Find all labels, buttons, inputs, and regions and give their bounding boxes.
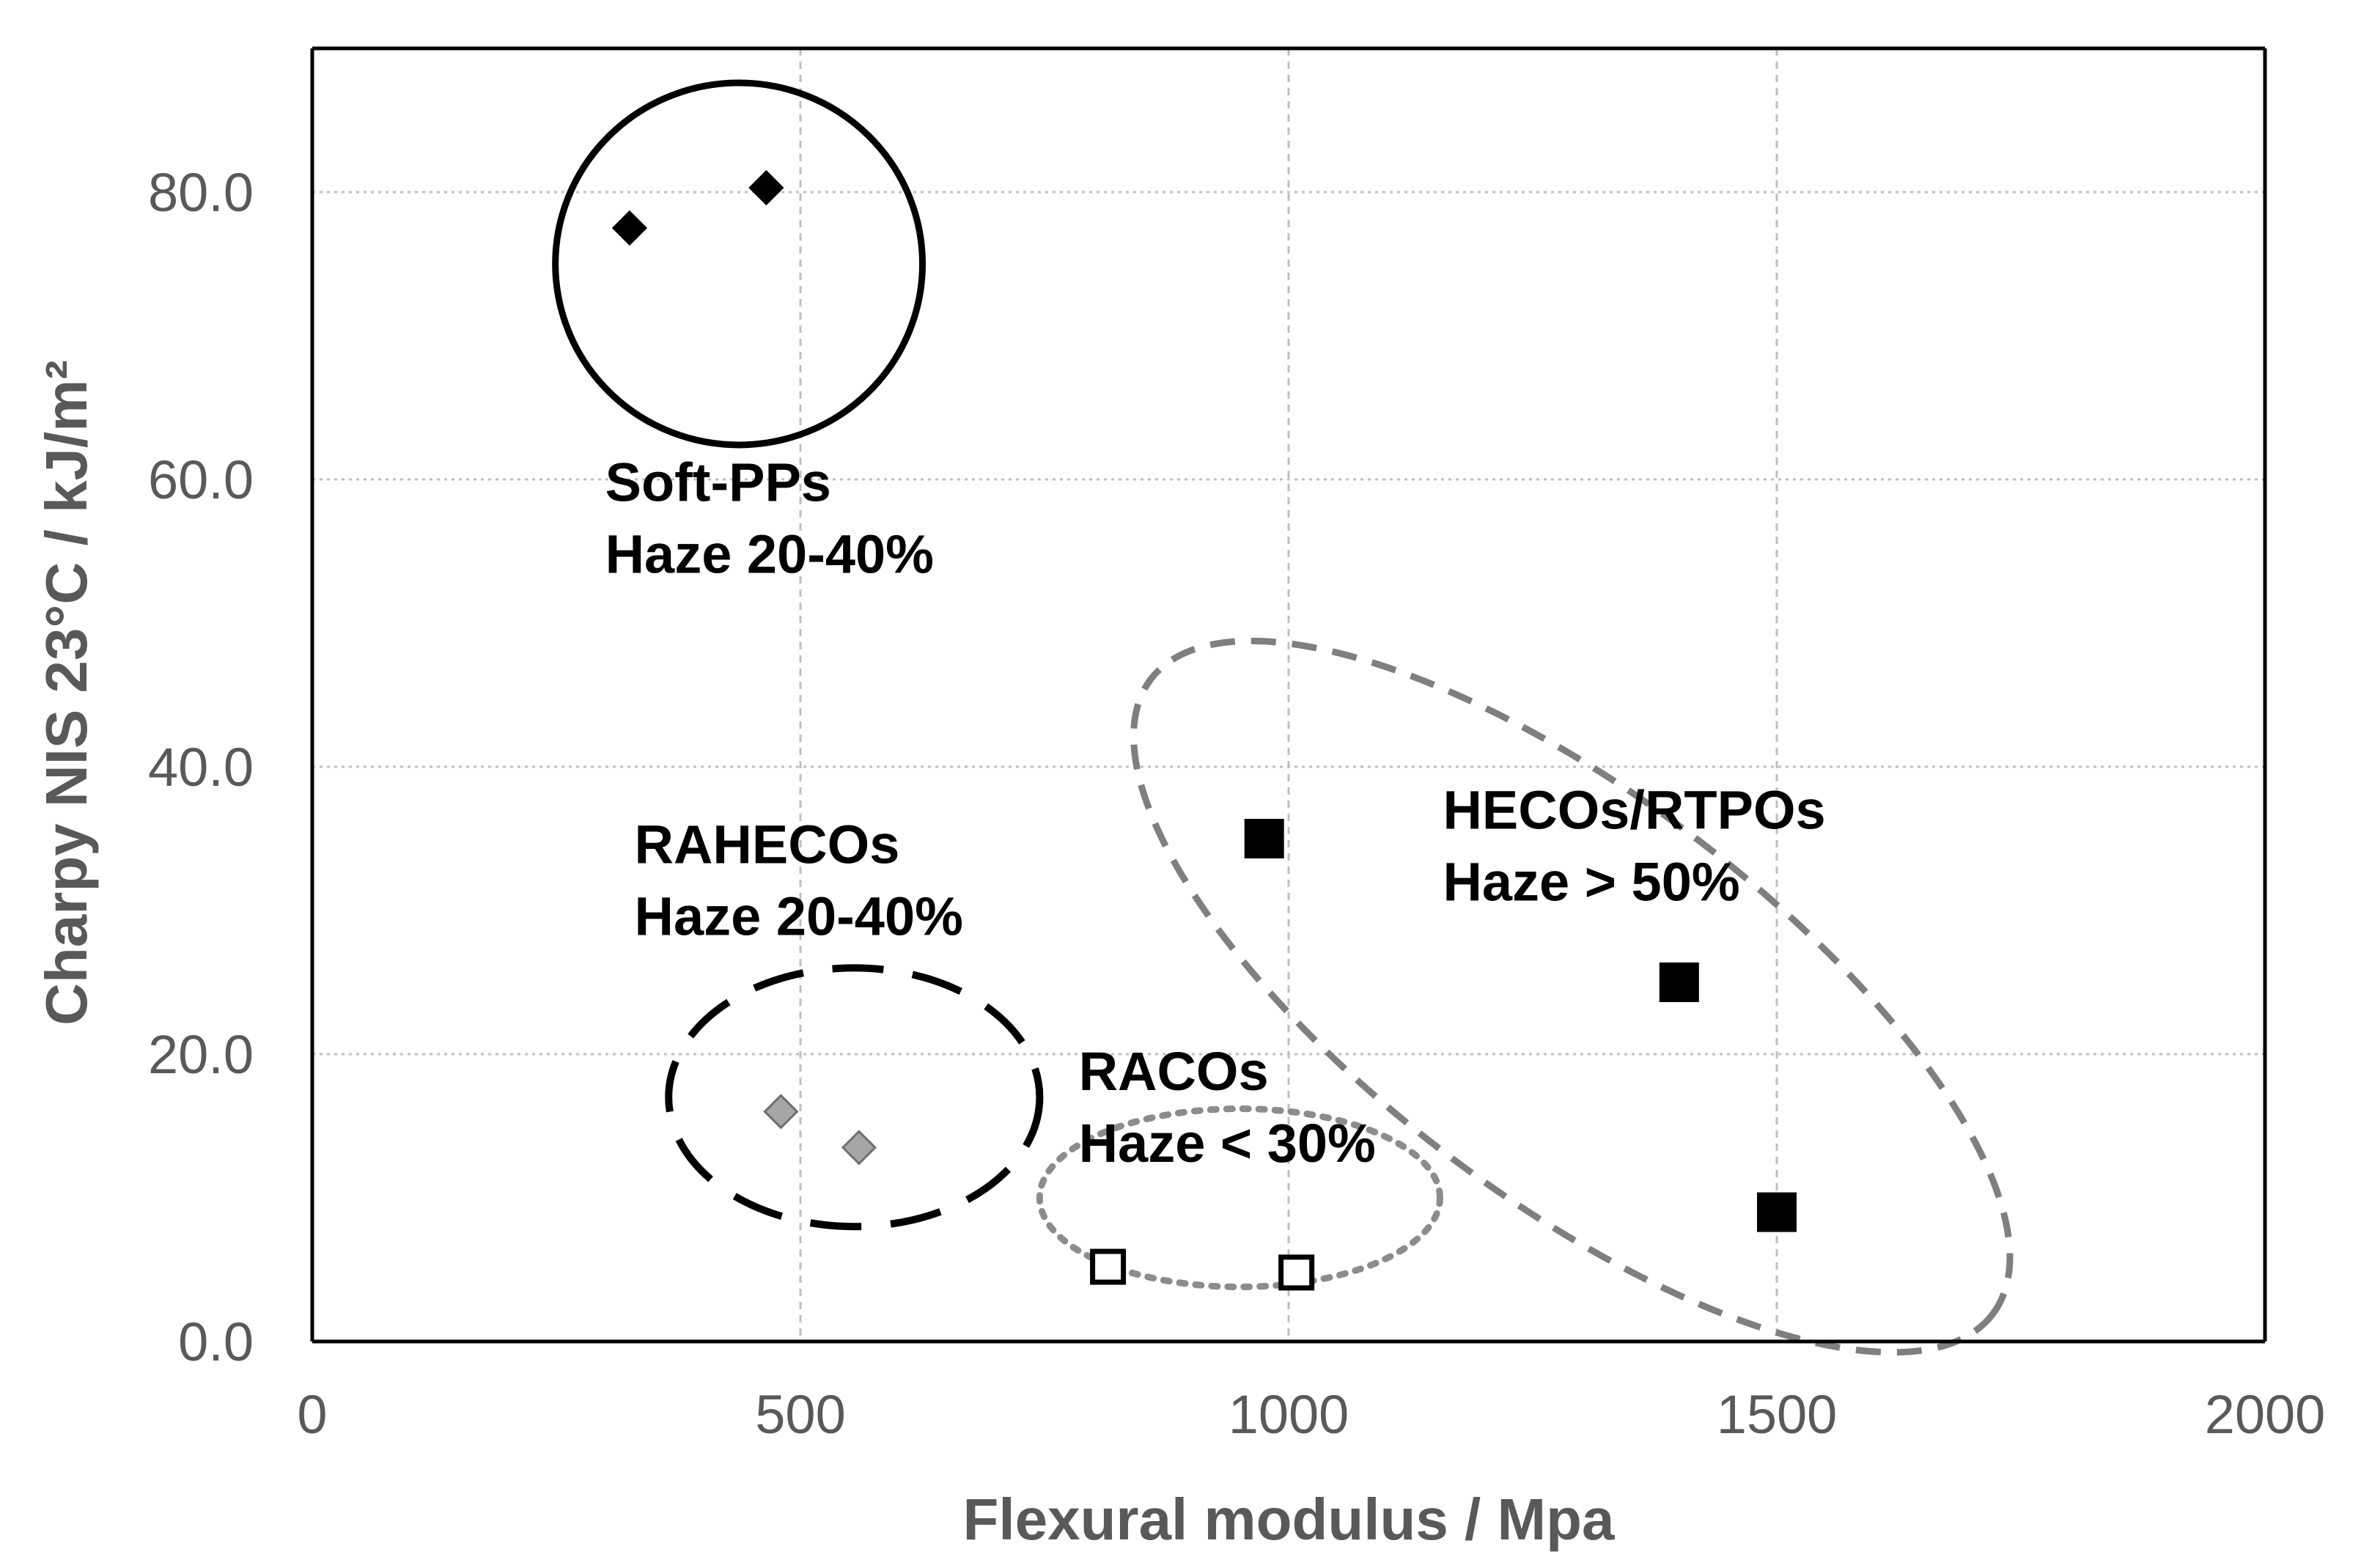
- x-tick-label: 500: [755, 1384, 845, 1445]
- y-tick-label: 40.0: [148, 737, 254, 798]
- racos-label-line: Haze < 30%: [1079, 1113, 1376, 1174]
- hecos-rtpos-point: [1757, 1192, 1797, 1232]
- soft-pps-label-line: Soft-PPs: [605, 452, 831, 512]
- racos-point: [1090, 1248, 1127, 1285]
- rahecos-point: [841, 1130, 877, 1166]
- rahecos-region: [665, 964, 1044, 1231]
- soft-pps-point: [611, 210, 648, 246]
- rahecos-label-line: Haze 20-40%: [635, 886, 963, 946]
- x-tick-label: 2000: [2205, 1384, 2326, 1445]
- rahecos-point: [763, 1094, 799, 1130]
- x-tick-label: 1000: [1229, 1384, 1349, 1445]
- soft-pps-region: [552, 79, 926, 449]
- y-tick-label: 80.0: [148, 162, 254, 223]
- axis-layer: 0 500 1000 1500 2000 0.0 20.0 40.0 60.0 80.0: [148, 46, 2326, 1445]
- soft-pps-point: [748, 169, 784, 206]
- x-axis-title: Flexural modulus / Mpa: [962, 1487, 1615, 1552]
- hecos-rtpos-label-line: HECOs/RTPOs: [1443, 779, 1825, 840]
- racos-point: [1278, 1254, 1315, 1291]
- y-tick-label: 60.0: [148, 449, 254, 510]
- rahecos-label-line: RAHECOs: [635, 814, 900, 875]
- hecos-rtpos-region: [1130, 637, 2014, 1356]
- hecos-rtpos-label-line: Haze > 50%: [1443, 851, 1739, 912]
- x-tick-label: 0: [297, 1384, 327, 1445]
- racos-region: [1036, 1105, 1443, 1291]
- y-tick-label: 20.0: [148, 1024, 254, 1085]
- y-axis-title: Charpy NIS 23°C / kJ/m²: [34, 360, 99, 1026]
- hecos-rtpos-point: [1659, 962, 1699, 1002]
- x-tick-label: 1500: [1717, 1384, 1838, 1445]
- label-layer: Soft-PPs Haze 20-40% RAHECOs Haze 20-40% RAC…: [605, 452, 1826, 1174]
- grid-layer: [312, 48, 2265, 1341]
- hecos-rtpos-point: [1244, 819, 1284, 858]
- y-tick-label: 0.0: [178, 1311, 254, 1372]
- racos-label-line: RACOs: [1079, 1041, 1269, 1102]
- soft-pps-label-line: Haze 20-40%: [605, 523, 934, 584]
- region-layer: [552, 79, 2014, 1356]
- point-layer: [611, 169, 1797, 1291]
